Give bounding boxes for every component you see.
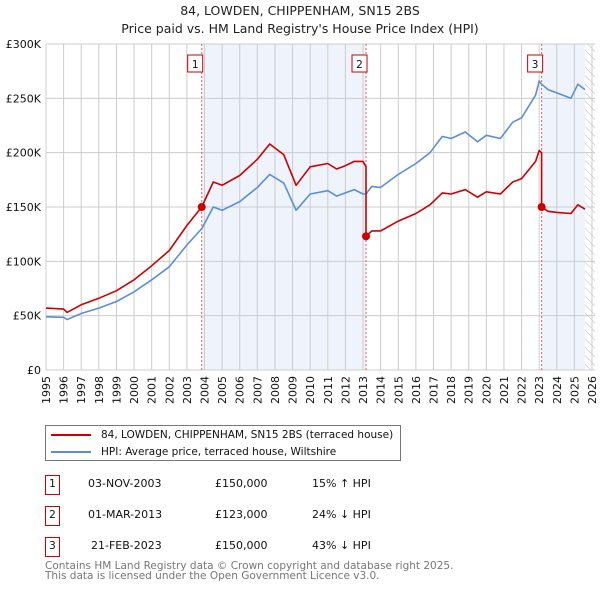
sale-label-box [527, 54, 544, 73]
x-tick-label: 2021 [498, 376, 511, 404]
sale-row: 3 21-FEB-2023 £150,000 43% ↓ HPI [45, 537, 445, 557]
price-paid-series-line [45, 143, 586, 314]
x-tick-label: 2001 [146, 376, 159, 404]
x-tick-label: 2002 [163, 376, 176, 404]
x-tick-label: 2014 [375, 376, 388, 404]
sale-label-box [187, 54, 204, 73]
x-tick-label: 2007 [251, 376, 264, 404]
x-tick-label: 2025 [568, 376, 581, 404]
legend-item-price: 84, LOWDEN, CHIPPENHAM, SN15 2BS (terrac… [51, 427, 393, 443]
x-tick-label: 2012 [339, 376, 352, 404]
y-tick-label: £300K [6, 38, 42, 51]
x-tick-label: 2020 [480, 376, 493, 404]
hpi-series-line [45, 80, 586, 321]
sale-number-badge: 1 [45, 475, 60, 495]
x-tick-label: 2006 [234, 376, 247, 404]
y-tick-label: £150K [6, 201, 42, 214]
sale-label-number: 2 [356, 59, 363, 71]
x-tick-label: 2003 [181, 376, 194, 404]
legend-label: HPI: Average price, terraced house, Wilt… [101, 446, 337, 458]
sale-hpi-diff: 15% ↑ HPI [312, 477, 371, 490]
sale-date: 01-MAR-2013 [88, 508, 163, 521]
sale-number-badge: 3 [45, 537, 60, 557]
sale-number-badge: 2 [45, 506, 60, 526]
x-tick-label: 2022 [516, 376, 529, 404]
footer-copyright: Contains HM Land Registry data © Crown c… [45, 560, 454, 572]
legend: 84, LOWDEN, CHIPPENHAM, SN15 2BS (terrac… [45, 425, 401, 461]
sale-hpi-diff: 24% ↓ HPI [312, 508, 371, 521]
y-tick-label: £250K [6, 92, 42, 105]
x-tick-label: 2005 [216, 376, 229, 404]
sale-row: 1 03-NOV-2003 £150,000 15% ↑ HPI [45, 475, 445, 495]
sale-point [362, 232, 371, 241]
x-tick-label: 2023 [533, 376, 546, 404]
y-tick-label: £0 [27, 364, 41, 377]
plot-area: 1995 1996 1997 1998 1999 2000 2001 2002 2003 2004… [6, 38, 599, 404]
x-tick-label: 2004 [199, 376, 212, 404]
footer-licence: This data is licensed under the Open Gov… [45, 570, 380, 582]
sale-date: 03-NOV-2003 [88, 477, 162, 490]
sale-point [537, 203, 546, 211]
sale-price: £150,000 [215, 477, 268, 490]
x-tick-label: 2026 [586, 376, 599, 404]
x-tick-label: 2009 [287, 376, 300, 404]
legend-swatch-blue [51, 451, 91, 453]
x-tick-label: 2024 [551, 376, 564, 404]
x-tick-label: 2015 [392, 376, 405, 404]
x-tick-label: 1995 [40, 376, 53, 404]
y-tick-label: £50K [13, 310, 42, 323]
chart-title: 84, LOWDEN, CHIPPENHAM, SN15 2BS [180, 3, 420, 18]
sale-label-box [351, 54, 368, 73]
sale-point [197, 203, 206, 211]
legend-label: 84, LOWDEN, CHIPPENHAM, SN15 2BS (terrac… [101, 429, 394, 441]
x-tick-label: 2018 [445, 376, 458, 404]
x-tick-label: 1996 [58, 376, 71, 404]
legend-swatch-red [51, 434, 91, 436]
legend-item-hpi: HPI: Average price, terraced house, Wilt… [51, 444, 336, 460]
x-tick-label: 2017 [427, 376, 440, 404]
y-tick-label: £200K [6, 147, 42, 160]
x-tick-label: 1998 [93, 376, 106, 404]
sale-row: 2 01-MAR-2013 £123,000 24% ↓ HPI [45, 506, 445, 526]
x-tick-label: 1999 [110, 376, 123, 404]
sale-date: 21-FEB-2023 [91, 539, 162, 552]
y-tick-label: £100K [6, 255, 42, 268]
sale-price: £123,000 [215, 508, 268, 521]
sale-label-number: 1 [192, 59, 199, 71]
x-tick-label: 2010 [304, 376, 317, 404]
sale-label-number: 3 [532, 59, 539, 71]
x-tick-label: 2013 [357, 376, 370, 404]
x-tick-label: 1997 [75, 376, 88, 404]
sale-price: £150,000 [215, 539, 268, 552]
x-tick-label: 2019 [463, 376, 476, 404]
chart-subtitle: Price paid vs. HM Land Registry's House … [121, 21, 479, 36]
x-tick-label: 2016 [410, 376, 423, 404]
x-tick-label: 2000 [128, 376, 141, 404]
sale-hpi-diff: 43% ↓ HPI [312, 539, 371, 552]
x-tick-label: 2008 [269, 376, 282, 404]
x-tick-label: 2011 [322, 376, 335, 404]
